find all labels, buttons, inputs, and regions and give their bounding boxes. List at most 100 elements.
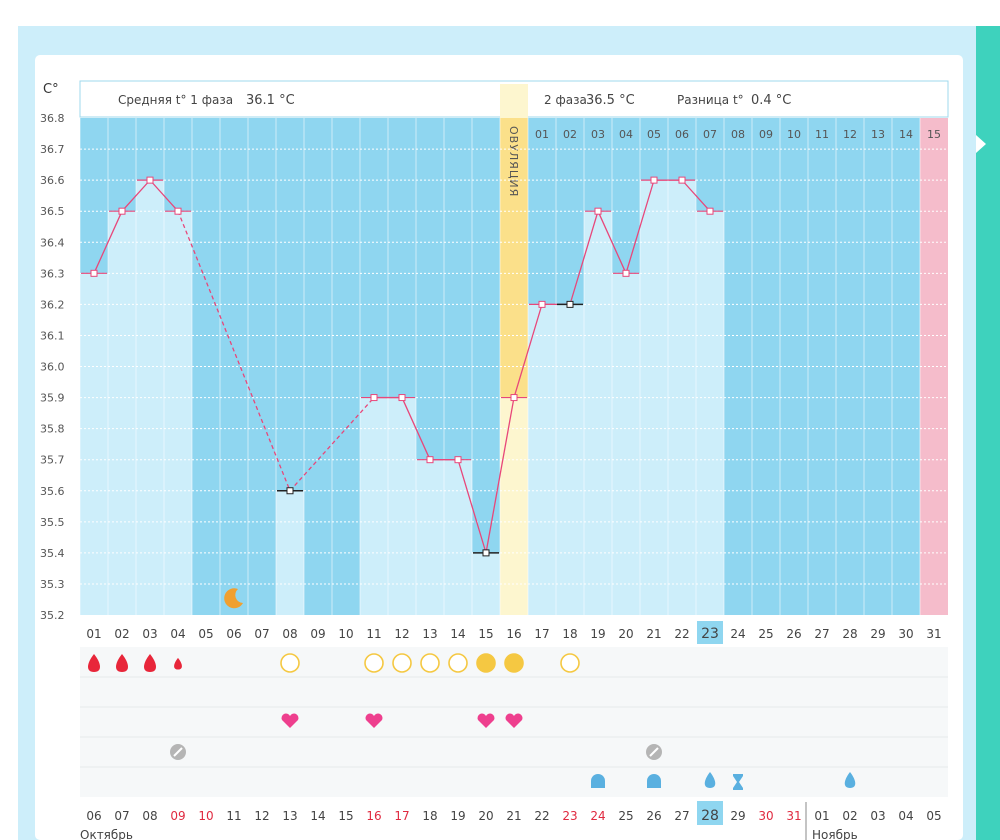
mucus-circle-icon[interactable] [280,653,300,673]
calendar-date-label[interactable]: 16 [366,809,381,823]
temp-point[interactable] [678,176,686,184]
calendar-date-label[interactable]: 03 [870,809,885,823]
calendar-date-label[interactable]: 08 [142,809,157,823]
cycle-day-label[interactable]: 07 [254,627,269,641]
cycle-day-label[interactable]: 22 [674,627,689,641]
heart-icon[interactable] [477,713,495,728]
cycle-day-label[interactable]: 03 [142,627,157,641]
calendar-date-label[interactable]: 14 [310,809,325,823]
cycle-day-label[interactable]: 17 [534,627,549,641]
cycle-day-label[interactable]: 01 [86,627,101,641]
temp-point[interactable] [426,456,434,464]
cycle-day-label[interactable]: 02 [114,627,129,641]
cycle-day-label[interactable]: 15 [478,627,493,641]
mucus-circle-icon[interactable] [476,653,496,673]
temp-point[interactable] [706,207,714,215]
cycle-day-label[interactable]: 14 [450,627,465,641]
calendar-date-label[interactable]: 21 [506,809,521,823]
cycle-day-label[interactable]: 20 [618,627,633,641]
calendar-date-label[interactable]: 27 [674,809,689,823]
temp-point[interactable] [454,456,462,464]
calendar-date-label[interactable]: 25 [618,809,633,823]
cycle-day-label[interactable]: 24 [730,627,745,641]
temp-point[interactable] [510,394,518,402]
temp-point[interactable] [594,207,602,215]
temp-point[interactable] [286,487,294,495]
calendar-date-label[interactable]: 12 [254,809,269,823]
cycle-day-label[interactable]: 06 [226,627,241,641]
cycle-day-label[interactable]: 16 [506,627,521,641]
cycle-day-label[interactable]: 30 [898,627,913,641]
cycle-day-label[interactable]: 10 [338,627,353,641]
calendar-date-label[interactable]: 02 [842,809,857,823]
temp-point[interactable] [566,300,574,308]
calendar-date-label[interactable]: 11 [226,809,241,823]
side-panel[interactable] [976,26,1000,840]
cycle-day-label[interactable]: 04 [170,627,185,641]
calendar-date-label[interactable]: 10 [198,809,213,823]
cycle-day-label[interactable]: 21 [646,627,661,641]
mucus-circle-icon[interactable] [364,653,384,673]
temp-point[interactable] [538,300,546,308]
temp-point[interactable] [146,176,154,184]
calendar-date-label[interactable]: 06 [86,809,101,823]
calendar-date-label[interactable]: 20 [478,809,493,823]
calendar-date-label[interactable]: 13 [282,809,297,823]
calendar-date-label[interactable]: 07 [114,809,129,823]
calendar-date-label[interactable]: 23 [562,809,577,823]
cycle-day-label[interactable]: 25 [758,627,773,641]
temp-point[interactable] [650,176,658,184]
calendar-date-label[interactable]: 24 [590,809,605,823]
mucus-circle-icon[interactable] [560,653,580,673]
cycle-day-label[interactable]: 29 [870,627,885,641]
highlighted-day-box[interactable] [697,621,723,644]
cycle-day-label[interactable]: 11 [366,627,381,641]
calendar-date-label[interactable]: 29 [730,809,745,823]
calendar-date-label[interactable]: 28 [701,808,719,824]
cycle-day-label[interactable]: 28 [842,627,857,641]
temp-point[interactable] [90,269,98,277]
temp-point[interactable] [118,207,126,215]
temp-point[interactable] [622,269,630,277]
cycle-day-label[interactable]: 27 [814,627,829,641]
blue-cap-icon[interactable] [647,774,661,788]
cycle-day-label[interactable]: 12 [394,627,409,641]
moon-icon[interactable] [224,588,243,609]
temp-point[interactable] [398,394,406,402]
heart-icon[interactable] [281,713,299,728]
calendar-date-label[interactable]: 31 [786,809,801,823]
blood-drop-icon[interactable] [144,654,156,672]
temp-point[interactable] [482,549,490,557]
blood-drop-icon[interactable] [88,654,100,672]
cycle-day-label[interactable]: 18 [562,627,577,641]
blood-drop-icon[interactable] [174,657,182,670]
mucus-circle-icon[interactable] [448,653,468,673]
calendar-date-label[interactable]: 09 [170,809,185,823]
cycle-day-label[interactable]: 08 [282,627,297,641]
blue-drop-icon[interactable] [704,772,716,788]
cycle-day-label[interactable]: 09 [310,627,325,641]
calendar-date-label[interactable]: 01 [814,809,829,823]
side-panel-arrow-icon[interactable] [976,135,986,153]
calendar-date-label[interactable]: 04 [898,809,913,823]
calendar-date-label[interactable]: 26 [646,809,661,823]
calendar-date-label[interactable]: 17 [394,809,409,823]
blue-drop-icon[interactable] [844,772,856,788]
calendar-date-label[interactable]: 18 [422,809,437,823]
mucus-circle-icon[interactable] [420,653,440,673]
cycle-day-label[interactable]: 31 [926,627,941,641]
temp-point[interactable] [174,207,182,215]
cycle-day-label[interactable]: 13 [422,627,437,641]
calendar-date-label[interactable]: 22 [534,809,549,823]
calendar-date-label[interactable]: 30 [758,809,773,823]
blue-cap-icon[interactable] [591,774,605,788]
mucus-circle-icon[interactable] [504,653,524,673]
mucus-circle-icon[interactable] [392,653,412,673]
heart-icon[interactable] [365,713,383,728]
temp-point[interactable] [370,394,378,402]
blood-drop-icon[interactable] [116,654,128,672]
cycle-day-label[interactable]: 26 [786,627,801,641]
heart-icon[interactable] [505,713,523,728]
cycle-day-label[interactable]: 05 [198,627,213,641]
calendar-date-label[interactable]: 19 [450,809,465,823]
